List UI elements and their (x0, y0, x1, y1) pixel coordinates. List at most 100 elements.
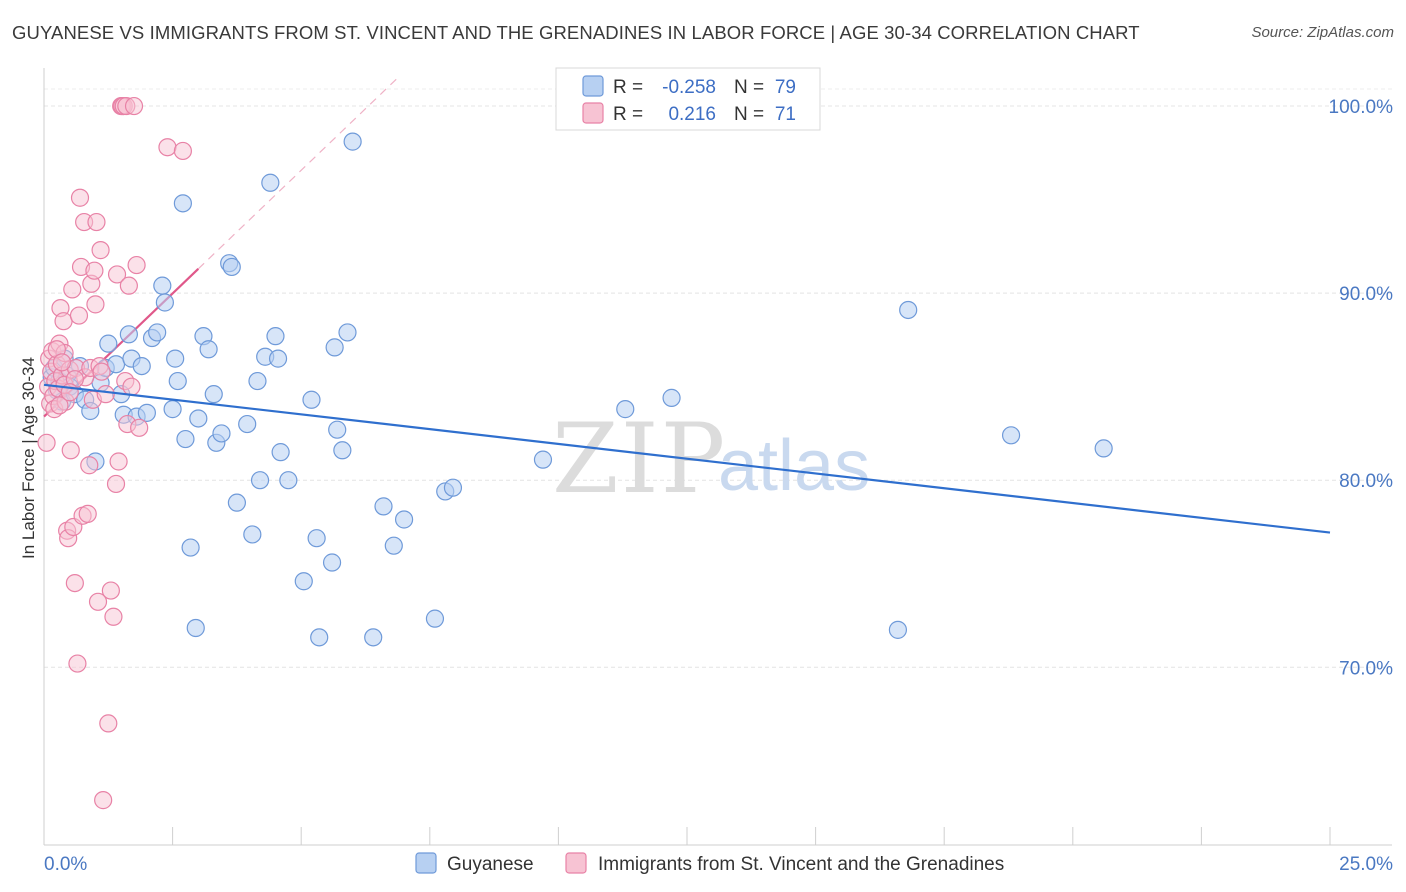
guyanese-point-15 (99, 334, 118, 353)
immigrant-point-61 (127, 255, 146, 275)
legend-r-label-1: R = (613, 77, 643, 98)
guyanese-point-51 (268, 349, 288, 368)
immigrant-point-33 (80, 456, 99, 475)
immigrant-point-32 (78, 504, 97, 523)
guyanese-point-65 (374, 497, 393, 516)
immigrant-point-38 (86, 295, 105, 314)
guyanese-point-68 (425, 609, 445, 628)
svg-immigrant-points (37, 96, 192, 810)
immigrant-point-46 (99, 714, 118, 733)
guyanese-point-31 (173, 194, 192, 213)
bottom-legend-label-immigrants: Immigrants from St. Vincent and the Gren… (598, 854, 1004, 875)
legend-n-label-2: N = (734, 104, 764, 125)
immigrant-point-39 (87, 212, 106, 232)
immigrant-point-14 (54, 312, 73, 331)
guyanese-point-76 (1001, 426, 1021, 445)
immigrant-point-60 (124, 96, 144, 116)
guyanese-point-22 (132, 356, 151, 376)
guyanese-point-54 (294, 572, 313, 591)
guyanese-point-25 (148, 323, 167, 342)
guyanese-point-72 (616, 400, 635, 419)
guyanese-point-73 (662, 388, 681, 407)
immigrant-point-0 (37, 433, 56, 452)
bottom-legend-swatch-blue (415, 852, 437, 874)
x-tick-label-1: 25.0% (1339, 854, 1393, 875)
guyanese-trend-line (43, 383, 1331, 534)
guyanese-point-64 (364, 628, 383, 647)
guyanese-points (42, 132, 1113, 647)
guyanese-point-70 (443, 478, 463, 497)
immigrant-point-47 (101, 581, 120, 600)
legend-n-label-1: N = (734, 77, 764, 98)
guyanese-point-49 (261, 173, 280, 192)
gridlines (44, 88, 1392, 668)
y-tick-label-1: 80.0% (1339, 471, 1393, 492)
immigrant-point-42 (91, 241, 110, 260)
immigrant-point-44 (94, 791, 113, 810)
guyanese-point-23 (137, 403, 156, 422)
guyanese-point-27 (155, 293, 174, 312)
chart-title: GUYANESE VS IMMIGRANTS FROM ST. VINCENT … (12, 22, 1140, 43)
x-tick-labels: 0.0% 25.0% (44, 854, 1393, 875)
legend-r-label-2: R = (613, 104, 643, 125)
correlation-legend: R = -0.258 N = 79 R = 0.216 N = 71 (555, 67, 821, 131)
immigrant-point-49 (106, 474, 126, 494)
legend-n-value-2: 71 (775, 104, 796, 125)
pink-trend-extension (197, 77, 398, 270)
y-tick-labels: 70.0% 80.0% 90.0% 100.0% (1329, 97, 1394, 679)
guyanese-point-58 (322, 553, 342, 572)
guyanese-point-43 (227, 493, 246, 512)
immigrant-point-58 (119, 276, 138, 295)
series-legend: Guyanese Immigrants from St. Vincent and… (415, 852, 1004, 875)
immigrant-point-66 (50, 396, 69, 415)
guyanese-point-34 (186, 618, 205, 638)
immigrant-point-21 (63, 280, 82, 299)
guyanese-point-55 (302, 390, 321, 409)
immigrant-point-48 (104, 607, 123, 626)
y-tick-label-2: 90.0% (1339, 284, 1393, 305)
guyanese-point-50 (266, 327, 285, 346)
immigrant-point-50 (107, 265, 127, 284)
guyanese-point-42 (222, 257, 241, 277)
guyanese-point-75 (899, 300, 918, 320)
guyanese-point-66 (384, 536, 403, 555)
guyanese-point-26 (153, 276, 172, 295)
immigrant-point-20 (61, 441, 80, 460)
guyanese-point-61 (333, 441, 352, 460)
bottom-legend-swatch-pink (565, 852, 587, 874)
immigrant-point-59 (122, 377, 141, 396)
guyanese-point-60 (328, 420, 347, 439)
guyanese-point-46 (248, 371, 267, 391)
guyanese-point-74 (888, 620, 908, 639)
immigrant-point-27 (70, 188, 90, 207)
guyanese-point-45 (243, 525, 262, 544)
guyanese-point-62 (338, 323, 357, 342)
axes (43, 68, 1392, 846)
immigrant-point-23 (65, 573, 84, 593)
guyanese-point-32 (176, 429, 195, 449)
legend-n-value-1: 79 (775, 77, 796, 98)
guyanese-point-40 (212, 424, 231, 443)
immigrant-point-70 (52, 353, 72, 372)
guyanese-point-53 (279, 471, 298, 490)
x-tick-label-0: 0.0% (44, 854, 87, 875)
source-credit: Source: ZipAtlas.com (1251, 24, 1394, 41)
immigrant-point-64 (173, 141, 192, 161)
legend-r-value-1: -0.258 (662, 77, 716, 98)
legend-swatch-pink (582, 102, 604, 124)
guyanese-point-37 (199, 340, 218, 359)
legend-swatch-blue (582, 75, 604, 97)
y-axis-label: In Labor Force | Age 30-34 (19, 357, 38, 559)
legend-r-value-2: 0.216 (668, 104, 716, 125)
guyanese-point-59 (325, 338, 344, 357)
guyanese-point-63 (343, 132, 362, 151)
immigrant-point-40 (88, 592, 108, 611)
immigrant-point-26 (69, 306, 89, 325)
immigrant-point-37 (85, 261, 104, 280)
guyanese-point-56 (307, 529, 326, 548)
guyanese-point-57 (310, 628, 329, 647)
y-tick-label-3: 100.0% (1329, 97, 1394, 118)
guyanese-point-38 (204, 385, 223, 404)
watermark-zip: ZIP (552, 403, 727, 515)
